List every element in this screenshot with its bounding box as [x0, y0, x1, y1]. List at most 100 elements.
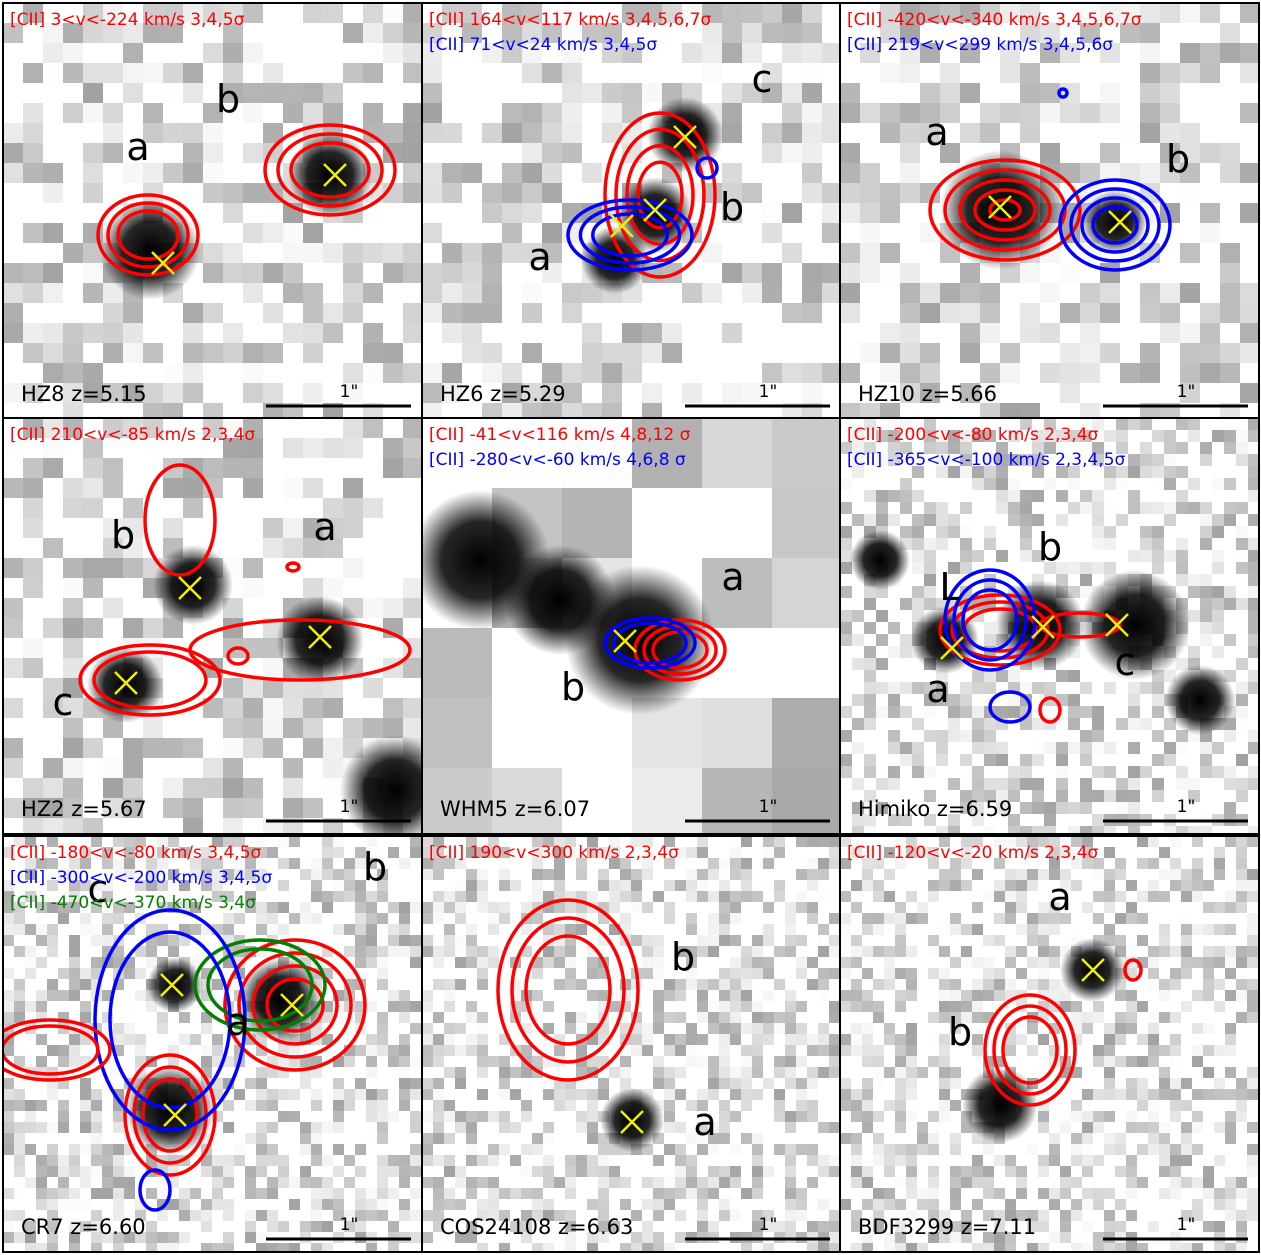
noise-pixel [1104, 891, 1115, 902]
noise-pixel [1115, 1078, 1126, 1089]
noise-pixel [1148, 1177, 1159, 1188]
noise-pixel [939, 990, 950, 1001]
noise-pixel [410, 1111, 421, 1122]
noise-pixel [502, 383, 522, 403]
noise-pixel [702, 768, 772, 834]
noise-pixel [422, 303, 442, 323]
noise-pixel [83, 23, 103, 43]
noise-pixel [774, 847, 785, 858]
noise-pixel [1092, 742, 1104, 754]
component-label: a [926, 667, 949, 711]
noise-pixel [622, 363, 642, 383]
noise-pixel [455, 1177, 466, 1188]
noise-pixel [212, 858, 223, 869]
noise-pixel [80, 913, 91, 924]
noise-pixel [1049, 1155, 1060, 1166]
noise-pixel [23, 103, 43, 123]
noise-pixel [565, 1210, 576, 1221]
component-label: b [671, 935, 695, 979]
noise-pixel [80, 1089, 91, 1100]
noise-pixel [123, 798, 143, 818]
noise-pixel [562, 3, 582, 23]
source-blob [340, 735, 422, 834]
noise-pixel [961, 990, 972, 1001]
noise-pixel [1240, 3, 1259, 23]
noise-pixel [499, 1067, 510, 1078]
noise-pixel [283, 83, 303, 103]
noise-pixel [1116, 802, 1128, 814]
noise-pixel [928, 1034, 939, 1045]
noise-pixel [455, 1023, 466, 1034]
noise-pixel [653, 957, 664, 968]
noise-pixel [43, 538, 63, 558]
noise-pixel [864, 718, 876, 730]
noise-pixel [201, 858, 212, 869]
noise-pixel [203, 3, 223, 23]
component-label: c [752, 57, 773, 101]
noise-pixel [1126, 1001, 1137, 1012]
noise-pixel [984, 526, 996, 538]
noise-pixel [1000, 403, 1020, 419]
noise-pixel [283, 698, 303, 718]
noise-pixel [124, 1144, 135, 1155]
noise-pixel [201, 1045, 212, 1056]
noise-pixel [620, 1001, 631, 1012]
noise-pixel [774, 1100, 785, 1111]
noise-pixel [3, 798, 23, 818]
contour [952, 578, 1028, 662]
noise-pixel [1170, 1034, 1181, 1045]
noise-pixel [377, 1199, 388, 1210]
noise-pixel [1236, 1188, 1247, 1199]
noise-pixel [103, 598, 123, 618]
noise-pixel [1056, 670, 1068, 682]
noise-pixel [135, 1210, 146, 1221]
noise-pixel [939, 979, 950, 990]
noise-pixel [900, 43, 920, 63]
noise-pixel [960, 778, 972, 790]
noise-pixel [444, 1045, 455, 1056]
noise-pixel [23, 283, 43, 303]
noise-pixel [102, 858, 113, 869]
noise-pixel [283, 478, 303, 498]
noise-pixel [996, 790, 1008, 802]
noise-pixel [311, 1133, 322, 1144]
noise-pixel [884, 1023, 895, 1034]
noise-pixel [542, 123, 562, 143]
noise-pixel [333, 1089, 344, 1100]
noise-pixel [1071, 880, 1082, 891]
noise-pixel [399, 1001, 410, 1012]
noise-pixel [1038, 1166, 1049, 1177]
noise-pixel [880, 123, 900, 143]
noise-pixel [444, 979, 455, 990]
noise-pixel [1040, 43, 1060, 63]
noise-pixel [234, 1155, 245, 1166]
noise-pixel [80, 1100, 91, 1111]
contour [938, 593, 1062, 667]
noise-pixel [862, 968, 873, 979]
noise-pixel [796, 891, 807, 902]
noise-pixel [143, 63, 163, 83]
noise-pixel [355, 1188, 366, 1199]
noise-pixel [43, 418, 63, 438]
noise-pixel [455, 979, 466, 990]
noise-pixel [1016, 1210, 1027, 1221]
noise-pixel [840, 143, 860, 163]
noise-pixel [785, 946, 796, 957]
noise-pixel [980, 123, 1000, 143]
noise-pixel [722, 123, 742, 143]
noise-pixel [1027, 924, 1038, 935]
noise-pixel [1044, 814, 1056, 826]
noise-pixel [730, 1177, 741, 1188]
noise-pixel [542, 243, 562, 263]
noise-pixel [686, 1056, 697, 1067]
noise-pixel [383, 458, 403, 478]
noise-pixel [752, 1133, 763, 1144]
noise-pixel [920, 43, 940, 63]
noise-pixel [522, 203, 542, 223]
noise-pixel [796, 1001, 807, 1012]
noise-pixel [311, 880, 322, 891]
noise-pixel [587, 1089, 598, 1100]
noise-pixel [852, 742, 864, 754]
noise-pixel [939, 1034, 950, 1045]
